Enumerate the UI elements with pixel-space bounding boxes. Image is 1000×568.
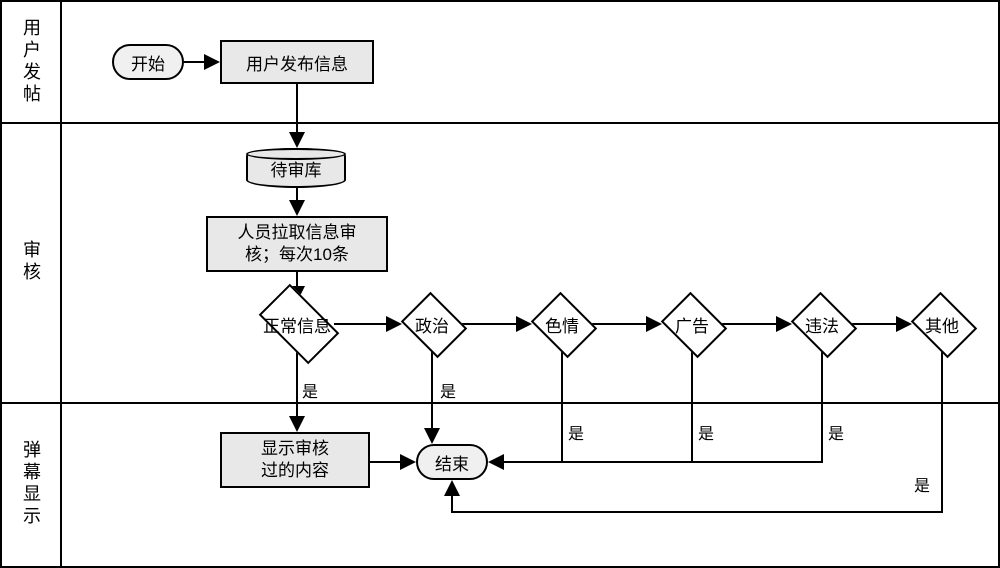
- node-decision-illegal: [791, 292, 857, 358]
- node-publish: 用户发布信息: [220, 40, 374, 84]
- node-decision-other: [911, 292, 977, 358]
- flowchart-container: 用户发帖 审核 弹幕显示: [0, 0, 1000, 568]
- node-publish-label: 用户发布信息: [246, 50, 348, 75]
- node-pull-label: 人员拉取信息审 核；每次10条: [238, 222, 357, 266]
- arrows-layer: [2, 2, 998, 566]
- node-pull: 人员拉取信息审 核；每次10条: [206, 216, 388, 272]
- edge-label-yes-ad: 是: [698, 420, 714, 444]
- edge-label-yes-porn: 是: [568, 420, 584, 444]
- node-start: 开始: [112, 44, 184, 80]
- node-end: 结束: [416, 444, 488, 480]
- node-database: 待审库: [246, 148, 346, 188]
- edge-label-yes-illegal: 是: [828, 420, 844, 444]
- swimlane-review: 审核: [2, 122, 62, 402]
- swimlane-display-label: 弹幕显示: [18, 440, 44, 528]
- edge-label-yes-politics: 是: [440, 378, 456, 402]
- swimlane-user: 用户发帖: [2, 2, 62, 122]
- node-decision-normal: [259, 284, 340, 365]
- node-decision-ad: [661, 292, 727, 358]
- lane-divider-1: [2, 122, 998, 124]
- edge-label-yes-other: 是: [914, 472, 930, 496]
- node-start-label: 开始: [131, 50, 165, 75]
- node-decision-politics: [401, 292, 467, 358]
- edge-label-yes-normal: 是: [302, 378, 318, 402]
- lane-divider-2: [2, 402, 998, 404]
- swimlane-user-label: 用户发帖: [18, 18, 44, 106]
- node-show: 显示审核 过的内容: [220, 432, 370, 488]
- node-show-label: 显示审核 过的内容: [261, 438, 329, 482]
- node-decision-porn: [531, 292, 597, 358]
- node-end-label: 结束: [435, 450, 469, 475]
- node-database-label: 待审库: [271, 156, 322, 181]
- swimlane-review-label: 审核: [18, 240, 44, 284]
- swimlane-display: 弹幕显示: [2, 402, 62, 566]
